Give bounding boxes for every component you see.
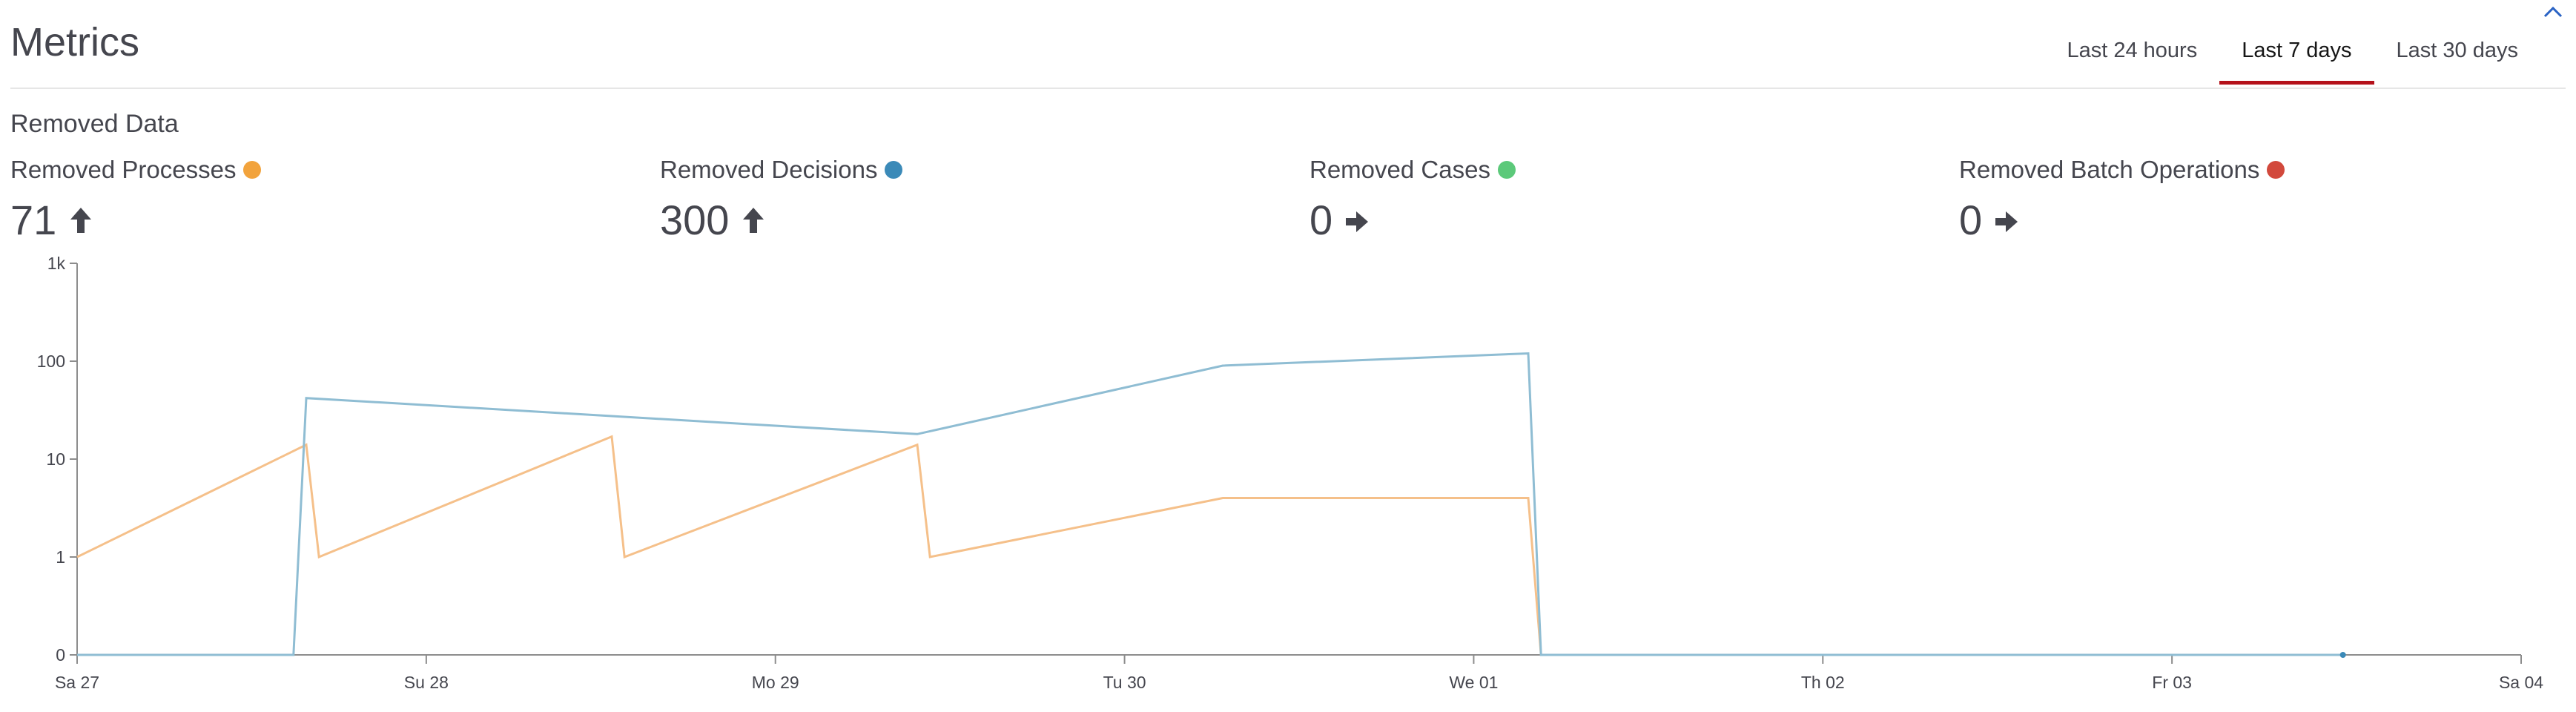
y-tick-label: 1k [47,254,66,273]
x-tick-label: Tu 30 [1103,673,1146,692]
y-tick-label: 100 [37,352,65,371]
metric-label: Removed Processes [10,156,237,183]
metric-value: 0 [1310,197,1333,243]
y-tick-label: 1 [56,547,65,567]
x-tick-label: Sa 04 [2499,673,2543,692]
metric-removed-processes: Removed Processes 71 [10,156,262,244]
arrow-right-icon [1995,211,2018,232]
chevron-up-icon[interactable] [2542,3,2564,21]
x-tick-label: Mo 29 [752,673,799,692]
metric-label: Removed Decisions [660,156,878,183]
series-end-point [2339,652,2346,658]
x-tick-label: Th 02 [1801,673,1845,692]
legend-dot-icon [1497,161,1516,179]
legend-dot-icon [243,161,262,179]
removed-data-chart: 0 1 10 100 1k Sa 27 Su 28 Mo 29 Tu 30 We 01 Th 02 F… [37,254,2544,692]
arrow-right-icon [1346,211,1369,232]
metrics-header: Metrics Last 24 hours Last 7 days Last 3… [10,0,2566,89]
metric-removed-cases: Removed Cases 0 [1310,156,1516,244]
x-tick-label: Sa 27 [55,673,99,692]
legend-dot-icon [2267,161,2285,179]
metric-value: 0 [1959,197,1983,243]
tab-last-7-days[interactable]: Last 7 days [2219,33,2374,85]
y-tick-label: 0 [56,645,65,665]
time-range-tabs: Last 24 hours Last 7 days Last 30 days [2044,33,2540,85]
arrow-up-icon [743,207,764,233]
tab-last-30-days[interactable]: Last 30 days [2396,39,2518,62]
x-tick-label: Fr 03 [2152,673,2192,692]
page-title: Metrics [10,20,139,65]
metric-label: Removed Cases [1310,156,1490,183]
metric-value: 300 [660,197,730,243]
x-tick-label: We 01 [1449,673,1498,692]
x-tick-label: Su 28 [404,673,449,692]
tab-last-24-hours[interactable]: Last 24 hours [2067,39,2198,62]
y-tick-label: 10 [46,449,65,469]
metric-label: Removed Batch Operations [1959,156,2260,183]
series-line-0 [76,435,2343,656]
metric-removed-batch-operations: Removed Batch Operations 0 [1959,156,2285,244]
legend-dot-icon [885,161,903,179]
section-title: Removed Data [10,110,179,138]
series-line-1 [77,352,2343,656]
arrow-up-icon [70,207,92,233]
metric-value: 71 [10,197,57,243]
metric-removed-decisions: Removed Decisions 300 [660,156,903,244]
